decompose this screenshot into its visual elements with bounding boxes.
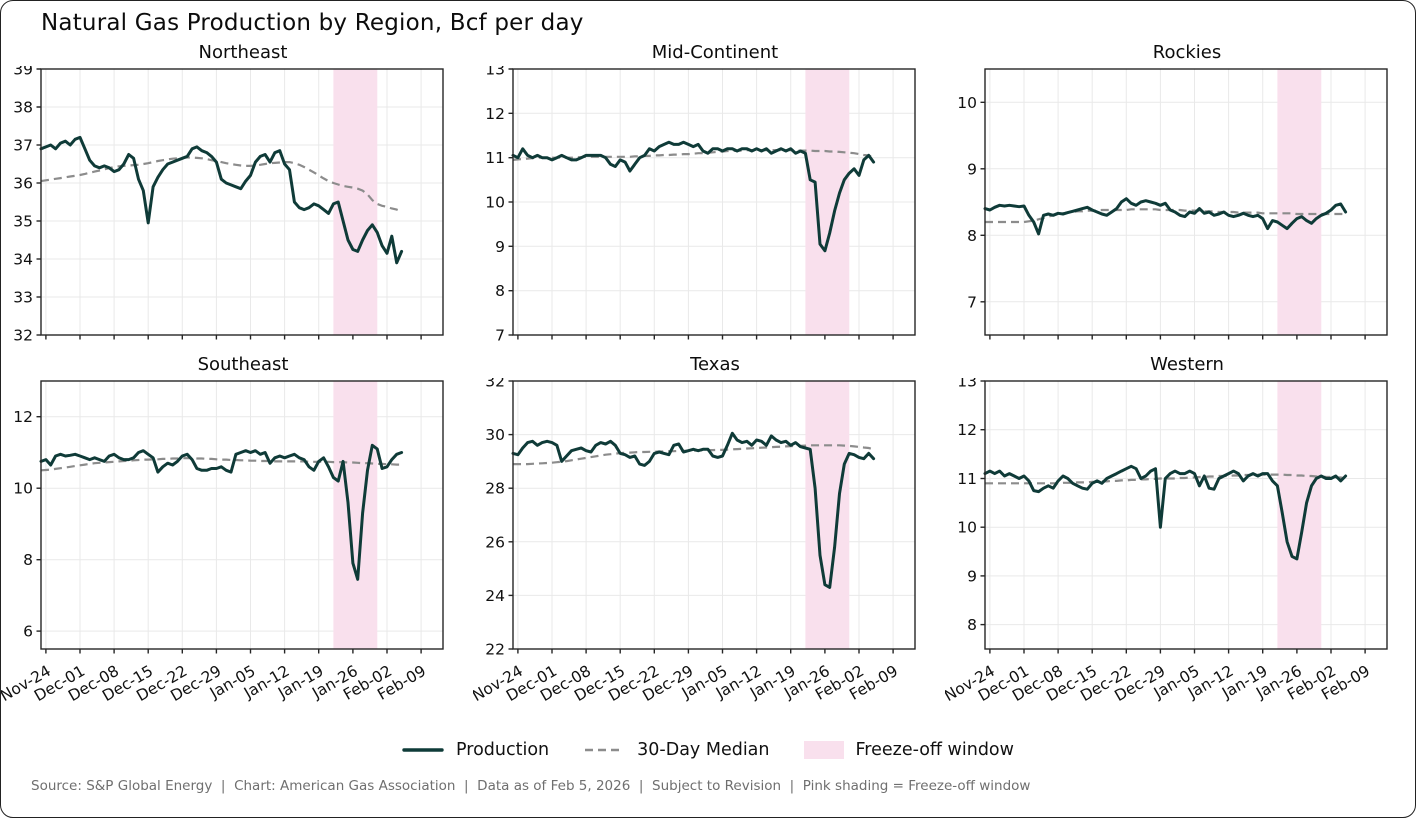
svg-text:33: 33 [13, 289, 33, 307]
svg-text:39: 39 [13, 66, 33, 79]
chart-svg-northeast: 32 33 34 35 36 37 38 39 [13, 66, 444, 343]
panel-southeast: Southeast 6 8 10 12 Nov-24 Dec-01 Dec-08 Dec-15… [1, 352, 473, 726]
svg-text:9: 9 [967, 567, 977, 585]
svg-text:10: 10 [957, 519, 977, 537]
svg-text:8: 8 [967, 616, 977, 634]
svg-text:10: 10 [13, 480, 33, 498]
svg-text:32: 32 [485, 378, 505, 391]
freeze-window-swatch [803, 741, 844, 759]
panel-mid-continent: Mid-Continent 7 8 9 10 11 12 13 [473, 40, 945, 342]
svg-text:7: 7 [495, 327, 505, 343]
svg-text:24: 24 [485, 587, 505, 605]
svg-text:37: 37 [13, 137, 33, 155]
chart-svg-mid-continent: 7 8 9 10 11 12 13 [485, 66, 916, 343]
svg-text:13: 13 [485, 66, 505, 79]
panel-title-northeast: Northeast [198, 42, 288, 63]
legend-label-freeze-window: Freeze-off window [855, 740, 1014, 760]
svg-text:26: 26 [485, 533, 505, 551]
production-line-swatch [402, 748, 444, 752]
svg-text:12: 12 [13, 408, 33, 426]
panel-title-western: Western [1150, 354, 1224, 375]
svg-text:10: 10 [957, 94, 977, 112]
legend-item-median: 30-Day Median [583, 740, 770, 760]
panel-northeast: Northeast 32 33 34 35 36 37 38 39 [1, 40, 473, 342]
footer-note: Source: S&P Global Energy | Chart: Ameri… [31, 778, 1031, 794]
median-dashed-line-swatch [585, 748, 624, 752]
svg-text:8: 8 [23, 551, 33, 569]
svg-text:32: 32 [13, 327, 33, 343]
chart-grid: Northeast 32 33 34 35 36 37 38 39 Mid-Continent… [1, 40, 1415, 726]
svg-text:11: 11 [957, 470, 977, 488]
svg-text:9: 9 [495, 238, 505, 256]
chart-svg-texas: 222426283032Nov-24Dec-01Dec-08Dec-15Dec-… [473, 378, 916, 705]
chart-svg-rockies: 7 8 9 10 [957, 68, 1388, 340]
svg-text:7: 7 [967, 293, 977, 311]
legend-label-production: Production [456, 740, 550, 760]
svg-text:11: 11 [485, 149, 505, 167]
svg-text:8: 8 [495, 282, 505, 300]
svg-text:13: 13 [957, 378, 977, 391]
svg-text:12: 12 [957, 421, 977, 439]
svg-text:35: 35 [13, 213, 33, 231]
svg-text:8: 8 [967, 227, 977, 245]
svg-text:10: 10 [485, 194, 505, 212]
svg-text:36: 36 [13, 175, 33, 193]
legend-label-median: 30-Day Median [637, 740, 770, 760]
legend-item-production: Production [402, 740, 549, 760]
panel-texas: Texas 22 24 26 28 30 32 Nov-24 Dec-01 Dec-08 Dec-… [473, 352, 945, 726]
panel-rockies: Rockies 7 8 9 10 [945, 40, 1415, 342]
page-title: Natural Gas Production by Region, Bcf pe… [41, 10, 584, 36]
svg-text:9: 9 [967, 160, 977, 178]
chart-svg-western: 8910111213Nov-24Dec-01Dec-08Dec-15Dec-22… [945, 378, 1388, 705]
svg-text:22: 22 [485, 641, 505, 659]
panel-title-rockies: Rockies [1152, 42, 1222, 63]
svg-text:6: 6 [23, 623, 33, 641]
svg-text:38: 38 [13, 99, 33, 117]
panel-title-southeast: Southeast [197, 354, 289, 375]
panel-title-mid-continent: Mid-Continent [651, 42, 779, 63]
svg-text:12: 12 [485, 105, 505, 123]
svg-text:34: 34 [13, 251, 33, 269]
chart-svg-southeast: 681012Nov-24Dec-01Dec-08Dec-15Dec-22Dec-… [1, 380, 444, 705]
panel-title-texas: Texas [690, 354, 740, 375]
svg-text:30: 30 [485, 426, 505, 444]
panel-western: Western 8 9 10 11 12 13 Nov-24 Dec-01 Dec-08 Dec-… [945, 352, 1415, 726]
legend: Production 30-Day Median Freeze-off wind… [1, 734, 1415, 766]
svg-text:28: 28 [485, 480, 505, 498]
legend-item-freeze-window: Freeze-off window [803, 740, 1014, 760]
